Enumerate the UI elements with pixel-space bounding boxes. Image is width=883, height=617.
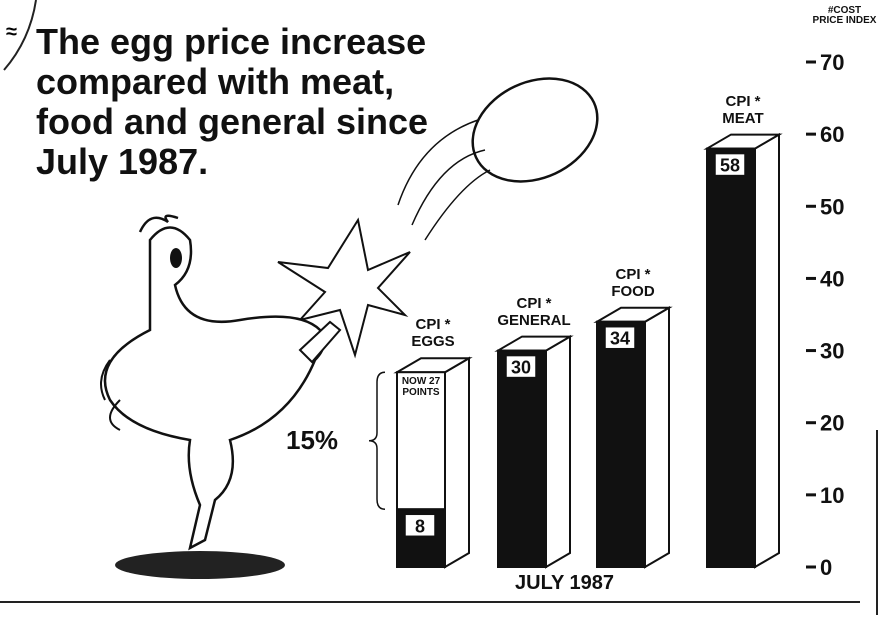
y-axis-label: #COST PRICE INDEX bbox=[812, 6, 877, 26]
value-label: 30 bbox=[511, 358, 531, 378]
value-label: 58 bbox=[720, 156, 740, 176]
chicken-body bbox=[105, 228, 324, 549]
category-label: CPI * FOOD bbox=[595, 266, 671, 300]
bar-side bbox=[445, 358, 469, 567]
y-tick-label: 40 bbox=[820, 266, 844, 291]
egg bbox=[456, 59, 614, 201]
bar bbox=[498, 351, 546, 567]
bar bbox=[707, 149, 755, 567]
x-axis-label: JULY 1987 bbox=[515, 572, 614, 595]
bar-side bbox=[546, 337, 570, 567]
y-tick-label: 70 bbox=[820, 50, 844, 75]
y-tick-label: 50 bbox=[820, 194, 844, 219]
y-tick-label: 20 bbox=[820, 411, 844, 436]
brace bbox=[369, 372, 385, 509]
chicken-eye bbox=[170, 248, 182, 268]
y-tick-label: 10 bbox=[820, 483, 844, 508]
now-label: NOW 27 POINTS bbox=[397, 376, 445, 398]
bar-side bbox=[645, 308, 669, 567]
y-tick-label: 0 bbox=[820, 555, 832, 580]
y-tick-label: 60 bbox=[820, 122, 844, 147]
infographic: ≈ 0 10 20 30 40 50 60 70 8 30 34 58 The egg price i… bbox=[0, 0, 883, 617]
value-label: 34 bbox=[610, 329, 630, 349]
mark-glyph: ≈ bbox=[6, 21, 17, 43]
y-tick-label: 30 bbox=[820, 339, 844, 364]
category-label: CPI * MEAT bbox=[705, 93, 781, 127]
increase-label: 15% bbox=[286, 425, 338, 456]
chart-title: The egg price increase compared with mea… bbox=[36, 22, 446, 182]
bar bbox=[597, 322, 645, 567]
value-label: 8 bbox=[415, 516, 425, 536]
bar-side bbox=[755, 135, 779, 567]
category-label: CPI * EGGS bbox=[395, 316, 471, 350]
category-label: CPI * GENERAL bbox=[496, 295, 572, 329]
shadow bbox=[115, 551, 285, 579]
